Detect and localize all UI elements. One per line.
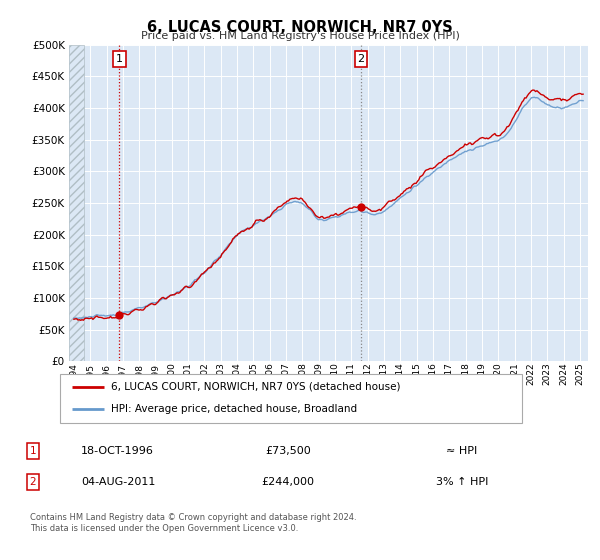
Text: 6, LUCAS COURT, NORWICH, NR7 0YS: 6, LUCAS COURT, NORWICH, NR7 0YS: [147, 20, 453, 35]
Text: HPI: Average price, detached house, Broadland: HPI: Average price, detached house, Broa…: [111, 404, 357, 414]
Text: 2: 2: [29, 477, 37, 487]
Bar: [69, 45, 83, 361]
Text: £244,000: £244,000: [262, 477, 314, 487]
Text: ≈ HPI: ≈ HPI: [446, 446, 478, 456]
FancyBboxPatch shape: [60, 374, 522, 423]
Text: 6, LUCAS COURT, NORWICH, NR7 0YS (detached house): 6, LUCAS COURT, NORWICH, NR7 0YS (detach…: [111, 382, 400, 392]
Text: Price paid vs. HM Land Registry's House Price Index (HPI): Price paid vs. HM Land Registry's House …: [140, 31, 460, 41]
Text: £73,500: £73,500: [265, 446, 311, 456]
Text: Contains HM Land Registry data © Crown copyright and database right 2024.: Contains HM Land Registry data © Crown c…: [30, 513, 356, 522]
Text: 18-OCT-1996: 18-OCT-1996: [81, 446, 154, 456]
Text: 3% ↑ HPI: 3% ↑ HPI: [436, 477, 488, 487]
Text: 04-AUG-2011: 04-AUG-2011: [81, 477, 155, 487]
Text: 1: 1: [116, 54, 123, 64]
Text: This data is licensed under the Open Government Licence v3.0.: This data is licensed under the Open Gov…: [30, 524, 298, 533]
Text: 2: 2: [358, 54, 365, 64]
Text: 1: 1: [29, 446, 37, 456]
